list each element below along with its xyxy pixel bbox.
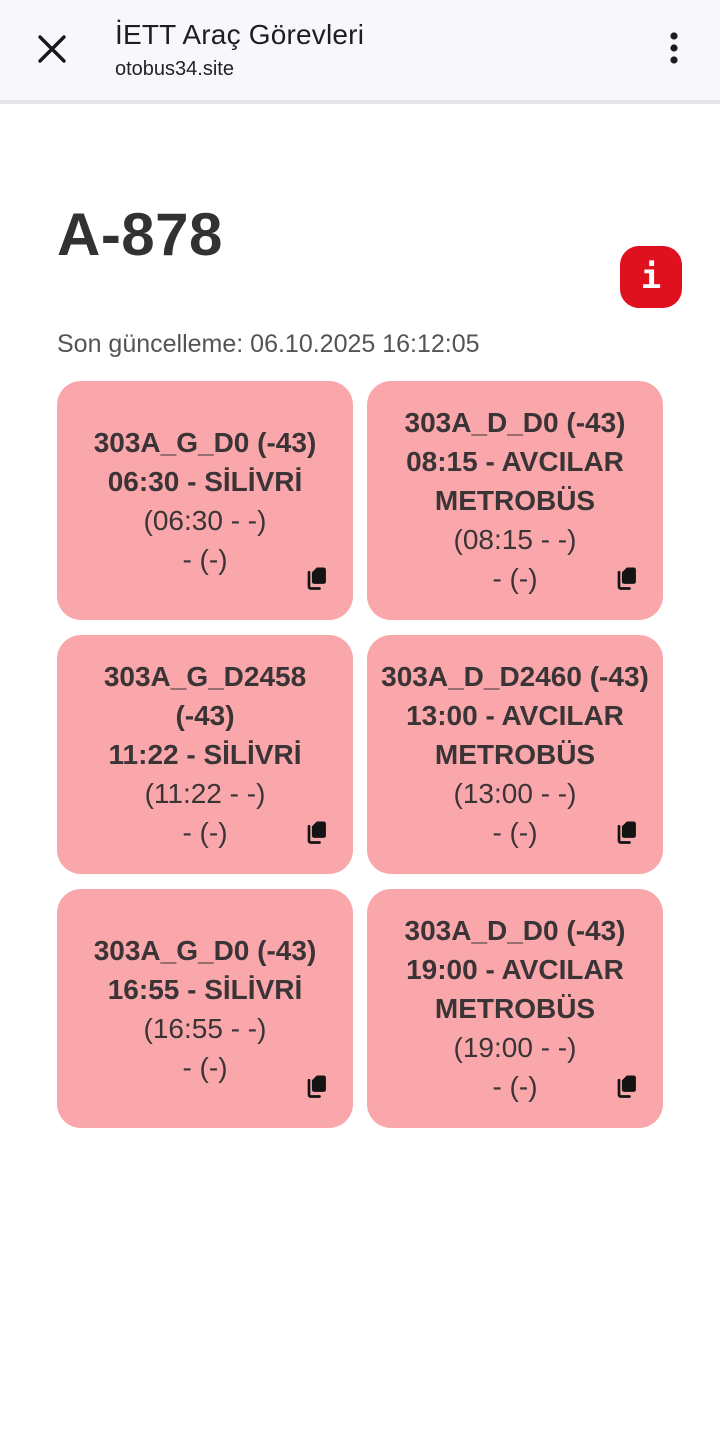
duty-departure: 19:00 - AVCILAR METROBÜS: [406, 954, 624, 1024]
header-titles: İETT Araç Görevleri otobus34.site: [115, 19, 628, 81]
copy-icon: [612, 818, 640, 849]
duty-code: 303A_D_D2460 (-43): [381, 661, 649, 692]
duty-card: 303A_G_D0 (-43) 16:55 - SİLİVRİ (16:55 -…: [57, 889, 353, 1128]
vehicle-code-title: A-878: [57, 201, 223, 268]
duty-departure: 16:55 - SİLİVRİ: [107, 973, 303, 1005]
duty-card: 303A_G_D0 (-43) 06:30 - SİLİVRİ (06:30 -…: [57, 381, 353, 620]
duty-cards-grid: 303A_G_D0 (-43) 06:30 - SİLİVRİ (06:30 -…: [57, 381, 663, 1128]
duty-actual-times: - (-): [492, 1071, 538, 1102]
duty-planned-times: (13:00 - -): [453, 778, 577, 809]
duty-departure: 13:00 - AVCILAR METROBÜS: [406, 700, 624, 770]
vehicle-duties-page: i A-878 Son güncelleme: 06.10.2025 16:12…: [0, 204, 720, 1128]
page-title: İETT Araç Görevleri: [115, 19, 365, 50]
duty-card: 303A_D_D0 (-43) 08:15 - AVCILAR METROBÜS…: [367, 381, 663, 620]
copy-button[interactable]: [301, 1072, 331, 1102]
copy-icon: [612, 1072, 640, 1103]
duty-planned-times: (08:15 - -): [453, 524, 577, 555]
duty-planned-times: (11:22 - -): [144, 778, 266, 809]
copy-icon: [612, 564, 640, 595]
duty-departure: 08:15 - AVCILAR METROBÜS: [406, 446, 624, 516]
copy-button[interactable]: [301, 818, 331, 848]
copy-button[interactable]: [611, 818, 641, 848]
duty-code: 303A_G_D0 (-43): [93, 934, 317, 966]
custom-tab-header: İETT Araç Görevleri otobus34.site: [0, 0, 720, 104]
copy-icon: [302, 564, 330, 595]
close-button[interactable]: [0, 0, 104, 102]
duty-card: 303A_G_D2458 (-43) 11:22 - SİLİVRİ (11:2…: [57, 635, 353, 874]
site-url: otobus34.site: [115, 58, 234, 80]
info-button[interactable]: i: [620, 246, 682, 308]
duty-actual-times: - (-): [492, 563, 538, 594]
duty-actual-times: - (-): [182, 1051, 228, 1083]
duty-planned-times: (19:00 - -): [453, 1032, 577, 1063]
duty-code: 303A_G_D0 (-43): [93, 426, 317, 458]
last-update-text: Son güncelleme: 06.10.2025 16:12:05: [57, 330, 480, 358]
copy-button[interactable]: [611, 1072, 641, 1102]
duty-actual-times: - (-): [492, 817, 538, 848]
copy-button[interactable]: [611, 564, 641, 594]
copy-icon: [302, 818, 330, 849]
duty-card: 303A_D_D2460 (-43) 13:00 - AVCILAR METRO…: [367, 635, 663, 874]
duty-actual-times: - (-): [182, 817, 228, 848]
duty-departure: 06:30 - SİLİVRİ: [107, 465, 303, 497]
copy-icon: [302, 1072, 330, 1103]
duty-code: 303A_D_D0 (-43): [404, 915, 626, 946]
duty-planned-times: (06:30 - -): [143, 504, 267, 536]
duty-actual-times: - (-): [182, 543, 228, 575]
kebab-menu-icon: [670, 31, 678, 69]
duty-code: 303A_D_D0 (-43): [404, 407, 626, 438]
duty-card: 303A_D_D0 (-43) 19:00 - AVCILAR METROBÜS…: [367, 889, 663, 1128]
duty-code: 303A_G_D2458 (-43): [103, 661, 307, 731]
copy-button[interactable]: [301, 564, 331, 594]
close-icon: [35, 32, 69, 69]
duty-departure: 11:22 - SİLİVRİ: [108, 739, 302, 770]
overflow-menu-button[interactable]: [628, 0, 720, 102]
duty-planned-times: (16:55 - -): [143, 1012, 267, 1044]
